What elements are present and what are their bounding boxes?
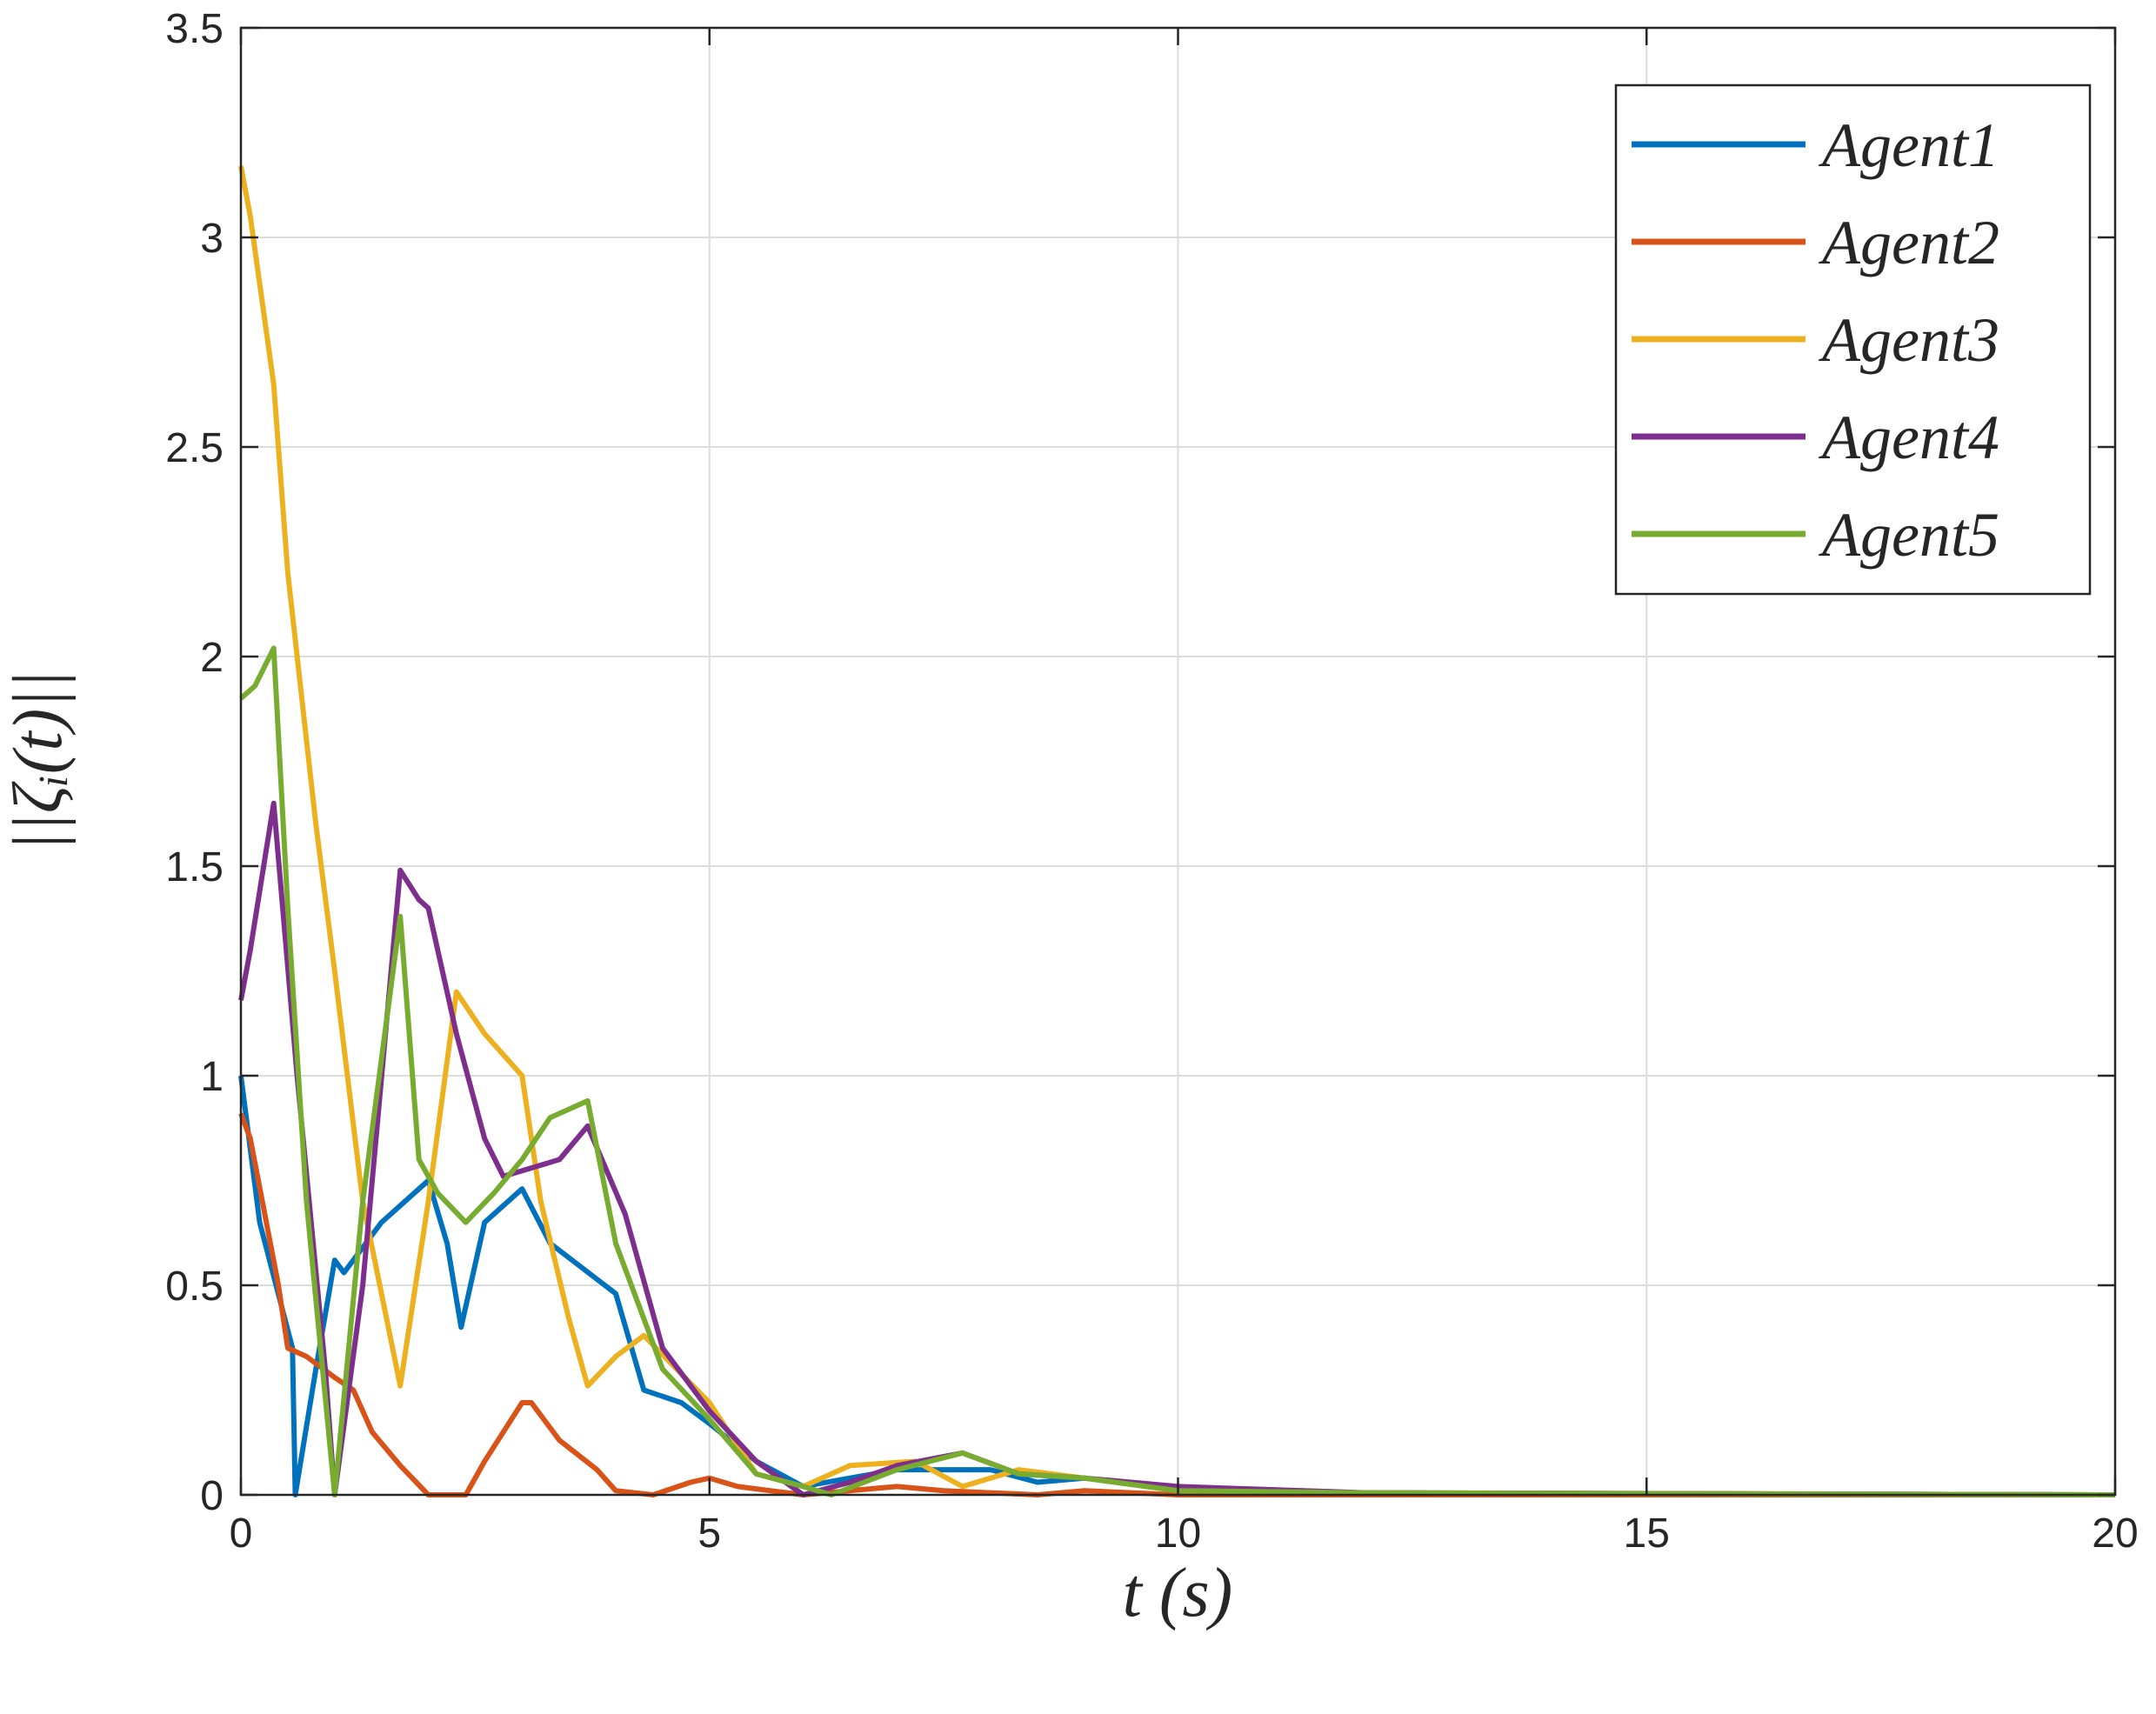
- y-tick-label: 1.5: [165, 844, 224, 890]
- series-line: [238, 165, 2116, 1497]
- y-tick-label: 1: [200, 1054, 224, 1100]
- y-tick-label: 2: [200, 635, 224, 681]
- legend-label: Agent1: [1819, 110, 1999, 180]
- y-tick-label: 3.5: [165, 6, 224, 52]
- legend: Agent1 Agent2 Agent3 Agent4 Agent5: [1614, 83, 2092, 596]
- legend-label: Agent5: [1819, 500, 1999, 570]
- series-line: [238, 645, 2116, 1497]
- series-line: [238, 1075, 2116, 1497]
- x-tick-label: 0: [230, 1511, 253, 1557]
- ticks: 0 5 10 15 20 0 0.5 1 1.5 2 2.5 3 3.5: [165, 6, 2138, 1557]
- y-axis-label: ||ζᵢ(t)||: [0, 670, 77, 852]
- x-tick-label: 10: [1155, 1511, 1201, 1557]
- legend-label: Agent3: [1819, 305, 1999, 375]
- legend-label: Agent4: [1819, 403, 1999, 472]
- y-tick-label: 3: [200, 216, 224, 262]
- x-axis-label: t (s): [1123, 1555, 1233, 1631]
- x-tick-label: 5: [698, 1511, 721, 1557]
- x-tick-label: 15: [1624, 1511, 1670, 1557]
- legend-label: Agent2: [1819, 208, 1999, 277]
- x-tick-label: 20: [2092, 1511, 2138, 1557]
- y-tick-label: 2.5: [165, 425, 224, 471]
- y-tick-label: 0: [200, 1473, 224, 1519]
- plot-lines: [238, 165, 2116, 1497]
- y-tick-label: 0.5: [165, 1264, 224, 1310]
